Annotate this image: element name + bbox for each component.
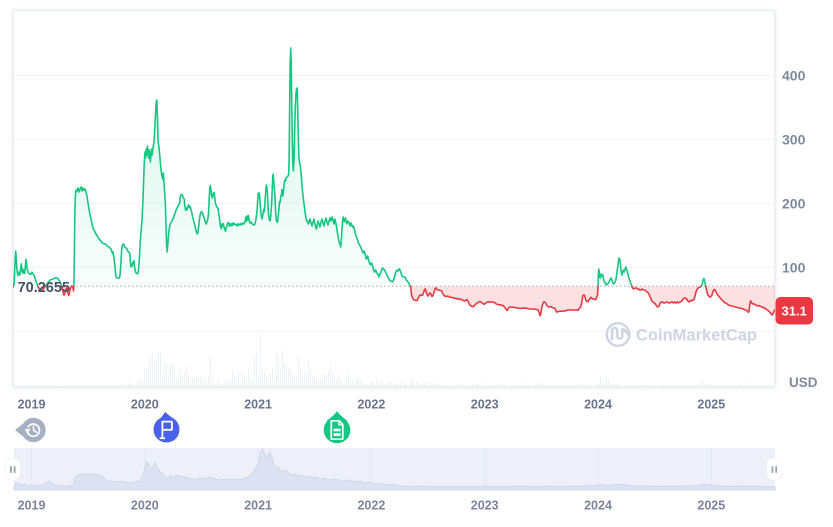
svg-text:2025: 2025 xyxy=(697,499,725,513)
svg-text:2019: 2019 xyxy=(18,499,46,513)
svg-text:2021: 2021 xyxy=(244,499,272,513)
svg-text:2023: 2023 xyxy=(471,499,499,513)
svg-text:2025: 2025 xyxy=(697,398,725,412)
svg-text:200: 200 xyxy=(782,195,806,211)
svg-text:2022: 2022 xyxy=(357,398,385,412)
svg-text:2020: 2020 xyxy=(131,398,159,412)
svg-text:2024: 2024 xyxy=(584,398,612,412)
svg-text:2024: 2024 xyxy=(584,499,612,513)
svg-text:31.1: 31.1 xyxy=(782,304,807,319)
svg-text:100: 100 xyxy=(782,259,806,275)
svg-text:USD: USD xyxy=(789,375,818,390)
svg-text:2023: 2023 xyxy=(471,398,499,412)
svg-text:300: 300 xyxy=(782,131,806,147)
svg-text:2021: 2021 xyxy=(244,398,272,412)
svg-text:2019: 2019 xyxy=(18,398,46,412)
svg-text:CoinMarketCap: CoinMarketCap xyxy=(636,326,757,345)
svg-text:2022: 2022 xyxy=(357,499,385,513)
svg-text:2020: 2020 xyxy=(131,499,159,513)
svg-text:400: 400 xyxy=(782,68,806,84)
svg-text:70.2655: 70.2655 xyxy=(18,280,70,296)
